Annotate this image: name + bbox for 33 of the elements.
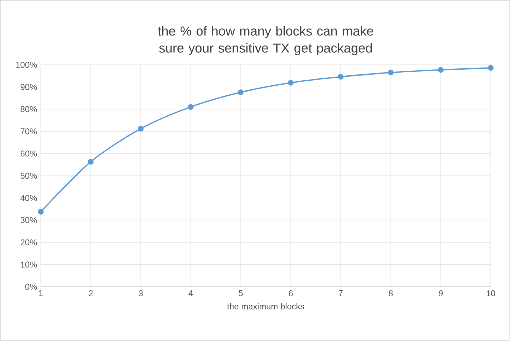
- y-tick-label: 0%: [26, 284, 38, 290]
- x-tick-label: 3: [138, 290, 143, 297]
- y-tick-label: 10%: [21, 262, 38, 268]
- y-tick-label: 80%: [20, 106, 38, 112]
- x-tick-label: 10: [486, 290, 496, 297]
- x-tick-label: 4: [188, 290, 194, 296]
- point: [38, 209, 44, 215]
- x-tick-label: 2: [89, 290, 93, 296]
- y-tick-label: 30%: [20, 217, 38, 224]
- y-tick-label: 20%: [20, 240, 38, 246]
- point: [488, 65, 494, 71]
- y-tick-label: 100%: [16, 62, 38, 68]
- x-tick-label: 6: [289, 290, 293, 297]
- y-tick-label: 40%: [20, 195, 38, 202]
- x-tick-label: 7: [339, 290, 343, 296]
- y-tick-label: 70%: [20, 128, 38, 135]
- point: [438, 67, 444, 73]
- x-tick-label: 8: [389, 290, 393, 297]
- y-tick-label: 60%: [20, 150, 38, 157]
- chart-title: the % of how many blocks can make sure your sensitive TX get packaged: [158, 26, 374, 56]
- point: [188, 104, 194, 110]
- point: [138, 126, 144, 132]
- point: [338, 74, 344, 80]
- x-tick-label: 1: [39, 290, 43, 296]
- point: [238, 90, 244, 96]
- y-tick-label: 90%: [20, 84, 38, 90]
- x-tick-label: 9: [439, 290, 443, 297]
- x-tick-label: 5: [238, 290, 244, 296]
- point: [388, 70, 394, 76]
- x-axis-title: the maximum blocks: [227, 303, 304, 310]
- point: [288, 80, 294, 86]
- y-tick-label: 50%: [20, 173, 38, 180]
- point: [88, 159, 94, 165]
